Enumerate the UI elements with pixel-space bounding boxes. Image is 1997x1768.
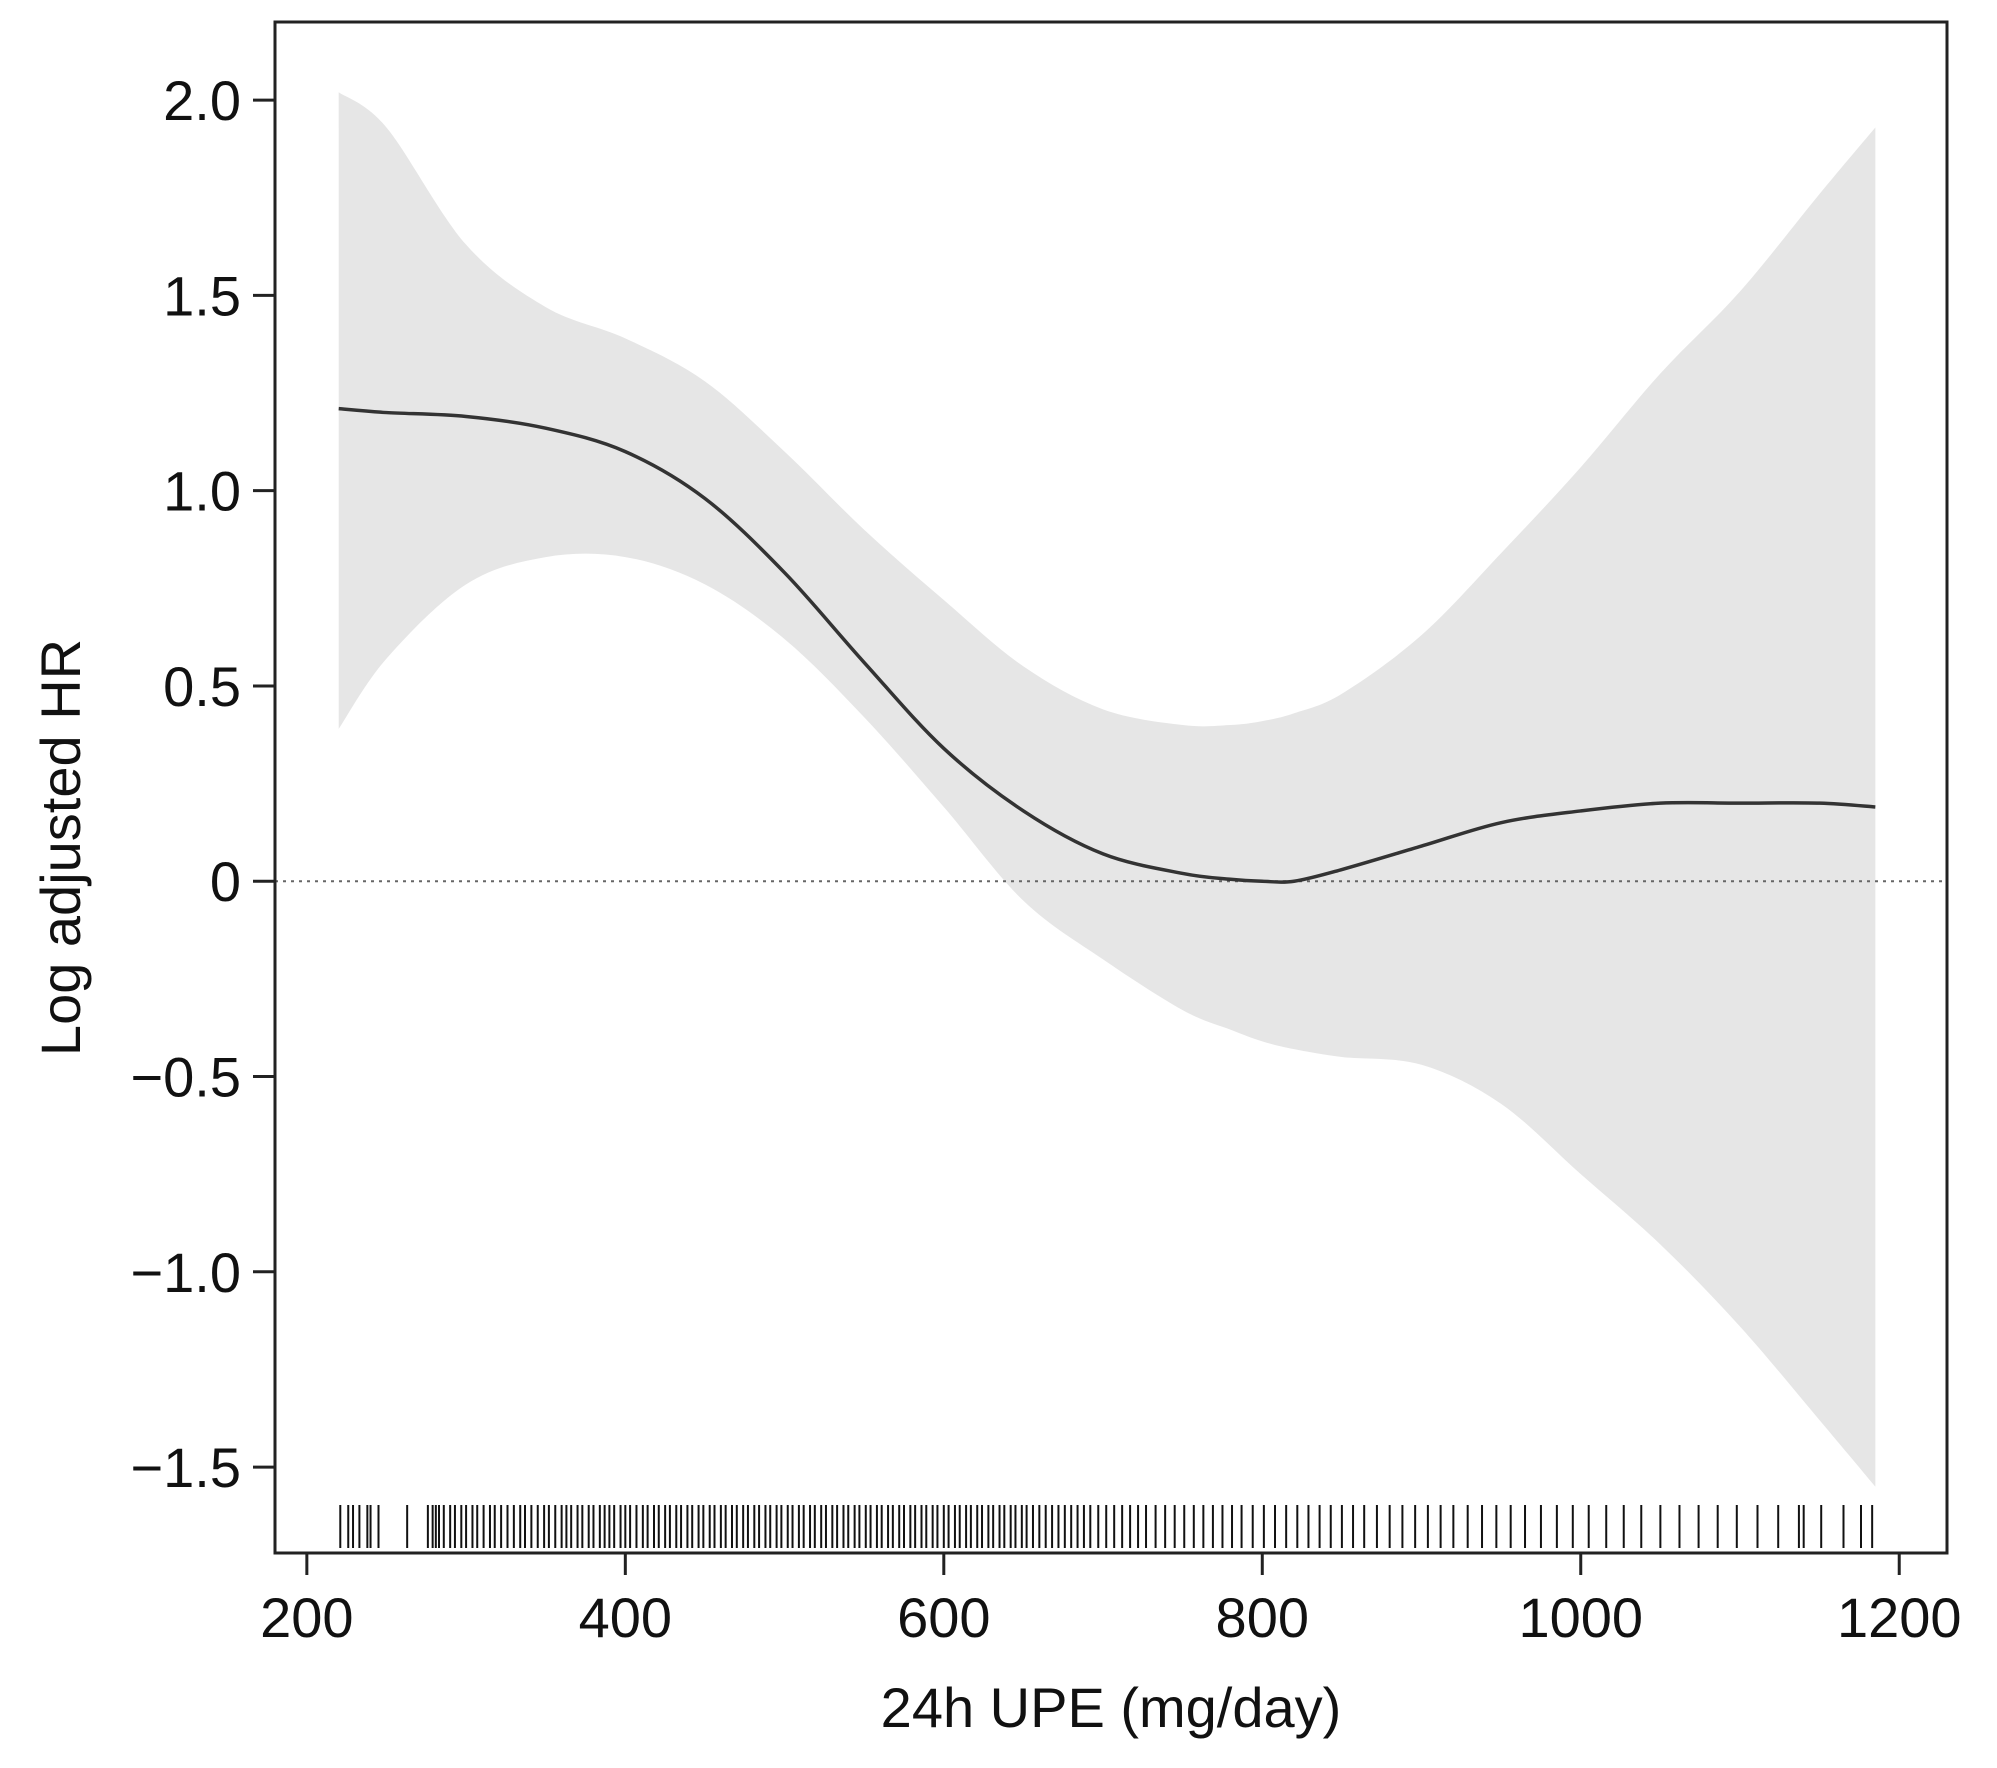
confidence-band — [338, 92, 1876, 1487]
plot-frame — [273, 20, 1949, 1555]
y-tick-label: 1.5 — [163, 264, 241, 327]
y-tick-label: 0.5 — [163, 655, 241, 718]
y-tick-label: 1.0 — [163, 460, 241, 523]
estimate-line — [338, 406, 1876, 884]
y-tick-label: 2.0 — [163, 69, 241, 132]
x-tick-label: 400 — [579, 1586, 672, 1649]
x-tick-label: 1000 — [1518, 1586, 1643, 1649]
x-axis-title: 24h UPE (mg/day) — [881, 1676, 1342, 1739]
x-tick-label: 1200 — [1837, 1586, 1962, 1649]
y-tick-label: −0.5 — [130, 1046, 241, 1109]
x-tick-label: 200 — [260, 1586, 353, 1649]
y-axis-title: Log adjusted HR — [29, 639, 92, 1056]
y-tick-label: 0 — [210, 850, 241, 913]
y-tick-label: −1.0 — [130, 1241, 241, 1304]
x-tick-label: 800 — [1216, 1586, 1309, 1649]
y-tick-label: −1.5 — [130, 1436, 241, 1499]
x-tick-label: 600 — [897, 1586, 990, 1649]
